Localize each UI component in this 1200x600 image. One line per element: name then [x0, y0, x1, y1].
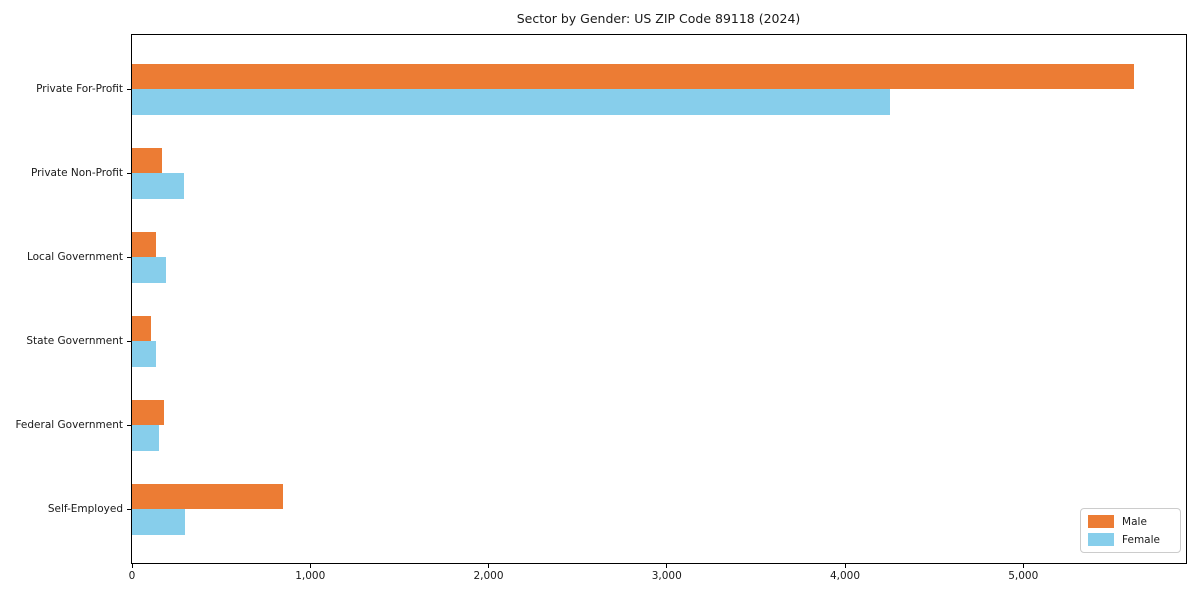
x-tick-label: 3,000: [651, 570, 682, 582]
y-tick-mark: [127, 256, 131, 258]
bar-group: Private For-Profit: [36, 47, 1186, 131]
legend-label-male: Male: [1122, 515, 1147, 528]
bar-male: [132, 315, 152, 341]
x-tick-mark: [666, 564, 668, 568]
y-tick-label: Private For-Profit: [36, 83, 123, 95]
bar-female: [132, 257, 166, 283]
bar-group: State Government: [26, 299, 1186, 383]
y-tick-mark: [127, 88, 131, 90]
y-tick-mark: [127, 508, 131, 510]
legend-item-male: Male: [1088, 515, 1172, 528]
bar-female: [132, 509, 186, 535]
x-tick-label: 2,000: [473, 570, 504, 582]
y-tick-label: State Government: [26, 335, 123, 347]
legend-item-female: Female: [1088, 533, 1172, 546]
y-tick-mark: [127, 172, 131, 174]
bar-male: [132, 147, 162, 173]
chart-title: Sector by Gender: US ZIP Code 89118 (202…: [516, 11, 801, 26]
plot-area: Private For-Profit Private Non-Profit Loca…: [15, 34, 1187, 582]
x-tick-label: 4,000: [829, 570, 861, 582]
x-tick-label: 0: [128, 570, 136, 582]
y-tick-mark: [127, 340, 131, 342]
bar-group: Self-Employed: [48, 467, 1186, 551]
bar-groups: Private For-Profit Private Non-Profit Loca…: [15, 35, 1186, 563]
y-tick-label: Local Government: [26, 251, 123, 263]
x-tick-mark: [1022, 564, 1024, 568]
x-tick-label: 1,000: [295, 570, 326, 582]
bar-pair: [132, 315, 1186, 367]
bar-pair: [132, 147, 1186, 199]
bar-female: [132, 341, 157, 367]
legend-swatch-male-icon: [1088, 515, 1115, 528]
legend-swatch-female-icon: [1088, 533, 1115, 546]
y-tick-label: Self-Employed: [47, 503, 123, 515]
y-tick-mark: [127, 424, 131, 426]
x-tick-label: 5,000: [1008, 570, 1039, 582]
bar-male: [132, 399, 164, 425]
bar-female: [132, 173, 184, 199]
bar-female: [132, 89, 890, 115]
bar-female: [132, 425, 159, 451]
bar-male: [132, 483, 284, 509]
y-tick-label: Federal Government: [15, 419, 123, 431]
bar-pair: [132, 231, 1186, 283]
y-tick-label: Private Non-Profit: [30, 167, 123, 179]
legend: Male Female: [1080, 508, 1181, 553]
x-tick-mark: [131, 564, 133, 568]
x-tick-mark: [844, 564, 846, 568]
x-tick-mark: [309, 564, 311, 568]
bar-pair: [132, 399, 1186, 451]
bar-male: [132, 63, 1134, 89]
bar-pair: [132, 483, 1186, 535]
legend-label-female: Female: [1122, 533, 1160, 546]
bar-male: [132, 231, 157, 257]
x-tick-mark: [488, 564, 489, 568]
bar-group: Private Non-Profit: [31, 131, 1186, 215]
bar-group: Federal Government: [15, 383, 1186, 467]
bar-group: Local Government: [27, 215, 1186, 299]
bar-pair: [132, 63, 1186, 115]
